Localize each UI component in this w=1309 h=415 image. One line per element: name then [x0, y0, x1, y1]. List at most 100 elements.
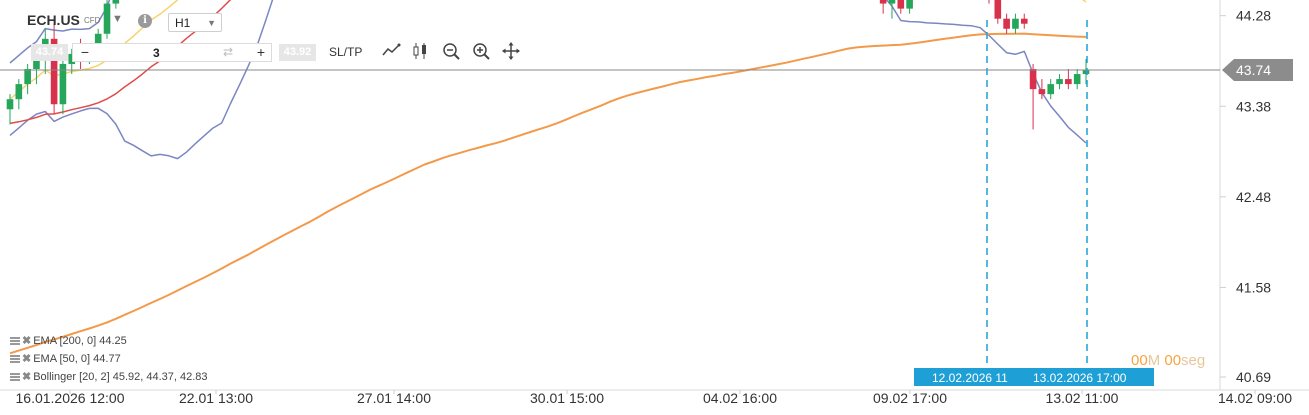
candle-body: [50, 38, 58, 105]
candlestick-series: [6, 0, 1090, 130]
indicator-value: 44.77: [93, 353, 121, 365]
time-markers: 12.02.2026 11 13.02.2026 17:00: [914, 20, 1154, 386]
y-tick-label: 40.69: [1236, 369, 1271, 385]
indicator-value: 45.92, 44.37, 42.83: [112, 371, 208, 383]
y-tick-label: 41.58: [1236, 279, 1271, 295]
candle: [1012, 13, 1019, 34]
candle: [103, 0, 111, 39]
candle-body: [1082, 70, 1090, 75]
ask-price[interactable]: 43.92: [279, 44, 316, 61]
decrease-quantity-button[interactable]: −: [80, 44, 90, 60]
countdown-seconds-unit: seg: [1181, 352, 1206, 369]
candle: [1003, 13, 1010, 34]
remove-icon[interactable]: ✖: [22, 335, 32, 347]
y-tick-label: 43.38: [1236, 98, 1271, 114]
candle-body: [1056, 79, 1063, 85]
candle-body: [1073, 74, 1081, 85]
sltp-button[interactable]: SL/TP: [329, 45, 363, 59]
timeframe-select[interactable]: H1 ▼: [168, 13, 222, 32]
candle-body: [15, 84, 23, 100]
x-tick-label: 04.02 16:00: [703, 390, 777, 406]
candle: [888, 0, 896, 19]
indicator-ema200[interactable]: ✖ EMA [200, 0] 44.25: [10, 334, 127, 347]
candle: [906, 0, 913, 14]
candle-body: [1003, 18, 1010, 29]
candle: [1047, 79, 1055, 100]
indicator-label: EMA [200, 0]: [33, 335, 97, 347]
x-tick-label: 16.01.2026 12:00: [16, 390, 125, 406]
y-tick-label: 42.48: [1236, 189, 1271, 205]
candle-body: [6, 99, 14, 110]
menu-icon[interactable]: [10, 336, 20, 346]
time-marker-label: 13.02.2026 17:00: [1033, 371, 1127, 385]
candle: [1038, 79, 1046, 100]
chart-grid: [0, 0, 1309, 391]
indicator-ema50[interactable]: ✖ EMA [50, 0] 44.77: [10, 352, 121, 365]
candle-body: [59, 63, 67, 105]
candle: [1020, 13, 1028, 29]
time-marker-label-bg: [914, 368, 1154, 386]
bollinger-bands: [9, 0, 1087, 160]
candle: [1082, 58, 1090, 85]
candle-body: [888, 0, 896, 4]
candle-body: [112, 0, 120, 4]
candle: [897, 0, 905, 14]
symbol-dropdown-icon[interactable]: ▼: [112, 13, 123, 25]
candle-body: [1038, 89, 1046, 95]
bollinger-lower-line: [9, 0, 1087, 160]
instrument-symbol[interactable]: ECH.US: [27, 12, 80, 28]
ema200-line: [9, 32, 1087, 355]
countdown-minutes-unit: M: [1147, 352, 1161, 369]
quantity-stepper[interactable]: − 3 ⇄ +: [72, 43, 272, 62]
indicator-bollinger[interactable]: ✖ Bollinger [20, 2] 45.92, 44.37, 42.83: [10, 370, 208, 383]
menu-icon[interactable]: [10, 372, 20, 382]
candle: [15, 79, 23, 110]
instrument-type: CFD: [84, 16, 101, 25]
quantity-input[interactable]: 3: [153, 46, 160, 60]
indicator-label: EMA [50, 0]: [33, 353, 91, 365]
candle: [994, 0, 1002, 24]
chevron-down-icon: ▼: [207, 18, 216, 28]
candle-body: [994, 0, 1002, 19]
candle-body: [1065, 79, 1072, 85]
candlestick-icon[interactable]: [410, 40, 432, 62]
candle-body: [906, 0, 913, 9]
candle-body: [1029, 69, 1037, 90]
x-tick-label: 14.02 09:00: [1218, 390, 1292, 406]
current-price-tag: [1222, 59, 1293, 82]
candle-body: [879, 0, 887, 4]
candle: [1065, 69, 1072, 90]
ema-lines: [9, 0, 1087, 355]
x-tick-label: 09.02 17:00: [873, 390, 947, 406]
zoom-in-icon[interactable]: [470, 40, 492, 62]
current-price-label: 43.74: [1236, 62, 1271, 78]
indicator-value: 44.25: [99, 335, 127, 347]
candle: [1029, 63, 1037, 130]
x-tick-label: 13.02 11:00: [1046, 390, 1119, 406]
line-chart-icon[interactable]: [380, 40, 402, 62]
increase-quantity-button[interactable]: +: [256, 44, 266, 60]
remove-icon[interactable]: ✖: [22, 353, 32, 365]
zoom-out-icon[interactable]: [440, 40, 462, 62]
remove-icon[interactable]: ✖: [22, 371, 32, 383]
bid-price[interactable]: 43.74: [31, 44, 68, 61]
info-icon[interactable]: i: [138, 14, 152, 28]
countdown-minutes: 00: [1131, 352, 1148, 369]
candle: [1073, 69, 1081, 90]
candle-countdown: 00M 00seg: [1131, 352, 1205, 369]
candle: [6, 94, 14, 125]
menu-icon[interactable]: [10, 354, 20, 364]
candle-body: [24, 69, 31, 85]
ema50-line: [9, 0, 232, 125]
x-tick-label: 27.01 14:00: [357, 390, 431, 406]
swap-icon[interactable]: ⇄: [223, 45, 234, 59]
candle-body: [1012, 18, 1019, 29]
x-tick-label: 30.01 15:00: [530, 390, 604, 406]
y-tick-label: 44.28: [1236, 8, 1271, 24]
candle-body: [103, 3, 111, 34]
candle: [112, 0, 120, 9]
timeframe-value: H1: [175, 16, 191, 30]
current-price-line: 43.74: [0, 59, 1293, 82]
move-icon[interactable]: [500, 40, 522, 62]
